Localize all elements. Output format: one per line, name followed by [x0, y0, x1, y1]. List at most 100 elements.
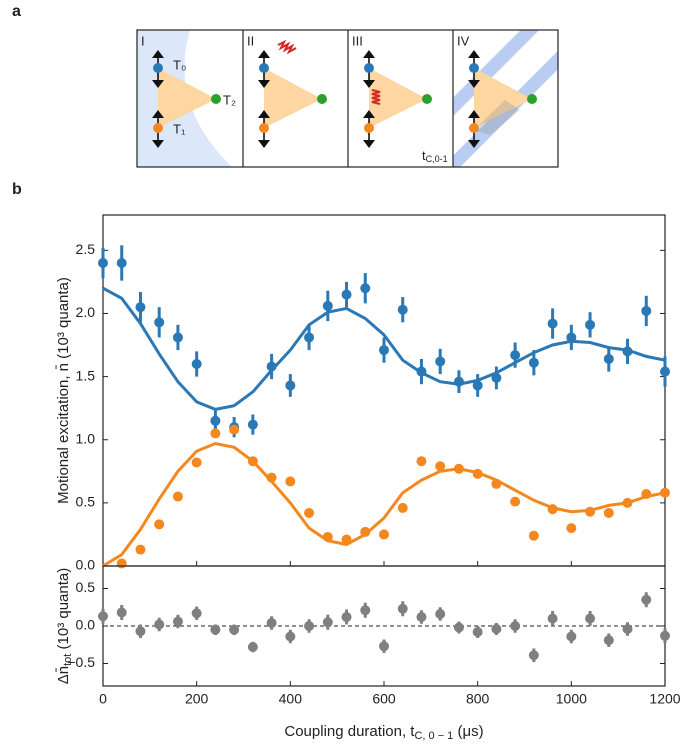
- data-point: [660, 366, 670, 377]
- ion-label: T₁: [173, 121, 186, 136]
- y-tick-label: 0.5: [76, 579, 96, 595]
- drive: [371, 89, 381, 105]
- data-point: [641, 594, 652, 605]
- data-point: [416, 612, 427, 622]
- beams: [453, 30, 558, 167]
- data-point: [322, 617, 333, 628]
- y-tick-label: 1.0: [76, 430, 96, 446]
- data-point: [528, 530, 539, 541]
- data-point: [491, 624, 502, 634]
- data-point: [641, 489, 652, 500]
- label-part: tot: [62, 654, 74, 666]
- data-point: [528, 357, 539, 368]
- data-point: [229, 624, 240, 635]
- data-point: [360, 605, 371, 616]
- data-point: [641, 305, 652, 316]
- data-point: [622, 346, 633, 357]
- data-point: [472, 468, 483, 479]
- data-point: [98, 611, 108, 622]
- data-point: [528, 650, 539, 661]
- y-tick-label: −0.5: [67, 654, 95, 670]
- data-point: [191, 358, 202, 369]
- panel-numeral: I: [141, 33, 145, 48]
- drive: [277, 39, 297, 55]
- data-point: [566, 631, 577, 642]
- data-point: [341, 289, 352, 300]
- data-point: [416, 366, 427, 377]
- data-point: [304, 332, 315, 343]
- label-part: C, 0 − 1: [414, 730, 453, 742]
- data-point: [566, 332, 577, 343]
- data-point: [603, 353, 614, 364]
- x-tick-label: 0: [99, 691, 107, 707]
- data-point: [191, 457, 202, 468]
- overlap: [474, 100, 520, 135]
- data-point: [116, 607, 127, 618]
- data-point: [210, 428, 221, 439]
- panel-label: b: [12, 181, 22, 198]
- data-point: [172, 491, 183, 502]
- data-point: [285, 631, 296, 642]
- data-point: [285, 380, 296, 391]
- data-point: [435, 609, 446, 619]
- data-point: [191, 608, 202, 619]
- data-point: [341, 534, 352, 545]
- y-tick-label: 2.5: [76, 241, 96, 257]
- data-point: [135, 626, 146, 637]
- data-point: [472, 627, 483, 637]
- label-part: Δn̄: [55, 666, 72, 684]
- data-point: [116, 558, 127, 569]
- data-point: [472, 380, 483, 391]
- data-point: [247, 456, 258, 467]
- data-point: [397, 603, 408, 614]
- t-sub: C,0-1: [426, 154, 448, 164]
- data-point: [247, 642, 258, 652]
- data-point: [285, 476, 296, 487]
- data-point: [304, 621, 315, 631]
- data-point: [135, 302, 146, 313]
- data-point: [379, 345, 389, 356]
- data-point: [266, 361, 277, 372]
- x-axis-label: Coupling duration, tC, 0 − 1 (μs): [284, 723, 483, 742]
- y-tick-label: 0.5: [76, 494, 96, 510]
- data-point: [510, 350, 521, 361]
- data-point: [453, 463, 464, 474]
- data-point: [154, 619, 165, 630]
- x-tick-label: 600: [372, 691, 396, 707]
- data-point: [585, 613, 596, 624]
- data-point: [172, 332, 183, 343]
- data-point: [622, 497, 633, 508]
- x-tick-label: 400: [279, 691, 303, 707]
- data-point: [135, 544, 146, 555]
- data-point: [266, 472, 277, 483]
- data-point: [379, 529, 389, 540]
- data-point: [154, 317, 165, 328]
- data-point: [435, 461, 446, 472]
- data-point: [322, 531, 333, 542]
- data-point: [435, 356, 446, 367]
- data-point: [304, 507, 315, 518]
- trap-unit: [257, 49, 328, 149]
- ion-label: T₀: [173, 57, 186, 72]
- panel-numeral: II: [247, 33, 254, 48]
- data-point: [603, 635, 614, 646]
- label-part: Motional excitation, n̄ (10³ quanta): [55, 277, 72, 504]
- data-point: [397, 502, 408, 513]
- data-point: [360, 526, 371, 537]
- data-point: [660, 487, 670, 498]
- data-point: [322, 300, 333, 311]
- y-tick-label: 0.0: [76, 617, 96, 633]
- data-point: [98, 257, 108, 268]
- ion-label: T₂: [223, 92, 236, 107]
- data-point: [510, 621, 521, 631]
- data-point: [416, 456, 427, 467]
- y-tick-label: 2.0: [76, 304, 96, 320]
- data-point: [397, 304, 408, 315]
- data-point: [547, 504, 558, 515]
- y-axis-label: Motional excitation, n̄ (10³ quanta): [55, 277, 72, 504]
- time-label: tC,0-1: [422, 148, 448, 164]
- y-axis-label: Δn̄tot (10³ quanta): [55, 568, 74, 685]
- panel-label: a: [12, 3, 21, 20]
- data-point: [622, 624, 633, 634]
